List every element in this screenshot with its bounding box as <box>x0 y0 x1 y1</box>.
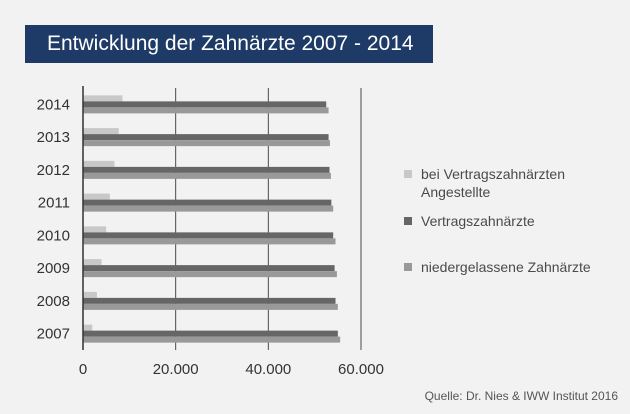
y-tick-label: 2009 <box>37 260 70 277</box>
y-tick-label: 2008 <box>37 293 70 310</box>
bar <box>83 193 110 200</box>
legend-item-vertragszahnaerzte: Vertragszahnärzte <box>404 212 611 230</box>
x-tick-label: 40.000 <box>245 361 291 378</box>
bar <box>83 297 336 304</box>
bar <box>83 232 334 239</box>
bar <box>83 107 329 114</box>
y-tick-label: 2014 <box>37 96 70 113</box>
legend-swatch-niedergelassene <box>404 263 412 271</box>
legend-item-angestellte: bei Vertragszahnärzten Angestellte <box>404 165 611 201</box>
legend-label-niedergelassene: niedergelassene Zahnärzte <box>421 259 591 275</box>
legend-item-niedergelassene: niedergelassene Zahnärzte <box>404 258 611 276</box>
bar <box>83 140 330 147</box>
bar <box>83 128 119 135</box>
x-tick-label: 20.000 <box>153 361 199 378</box>
y-tick-label: 2010 <box>37 227 70 244</box>
bar <box>83 226 107 233</box>
bar <box>83 95 123 102</box>
y-tick-label: 2012 <box>37 162 70 179</box>
legend-label-angestellte: bei Vertragszahnärzten Angestellte <box>421 166 565 200</box>
bar <box>83 336 341 343</box>
bar <box>83 238 336 245</box>
bar <box>83 160 115 167</box>
bar <box>83 324 93 331</box>
bar <box>83 134 329 141</box>
source-note: Quelle: Dr. Nies & IWW Institut 2016 <box>424 389 618 403</box>
bar <box>83 205 334 212</box>
chart-title: Entwicklung der Zahnärzte 2007 - 2014 <box>25 25 433 63</box>
y-tick-label: 2007 <box>37 326 70 343</box>
bar <box>83 259 102 266</box>
legend-label-vertragszahnaerzte: Vertragszahnärzte <box>421 213 535 229</box>
x-tick-label: 60.000 <box>338 361 384 378</box>
bar <box>83 166 330 173</box>
legend-swatch-vertragszahnaerzte <box>404 217 412 225</box>
bar <box>83 101 327 108</box>
bar <box>83 271 337 278</box>
bar <box>83 172 331 179</box>
bar <box>83 265 335 272</box>
bar <box>83 330 338 337</box>
y-tick-label: 2011 <box>38 195 70 212</box>
bar <box>83 303 338 310</box>
x-tick-label: 0 <box>79 361 87 378</box>
bar <box>83 291 97 298</box>
y-tick-label: 2013 <box>37 129 70 146</box>
legend-swatch-angestellte <box>404 170 412 178</box>
bar <box>83 199 332 206</box>
